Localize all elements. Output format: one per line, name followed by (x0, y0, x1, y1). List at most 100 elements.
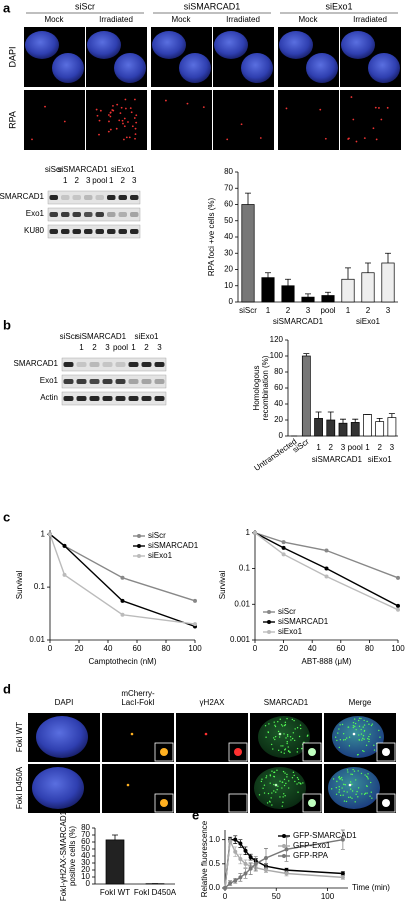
condition-label: Irradiated (99, 15, 133, 24)
speckle (286, 776, 288, 778)
error-bar (325, 291, 331, 296)
legend-label: GFP-RPA (293, 851, 329, 860)
speckle (360, 733, 363, 735)
blot-band (130, 212, 139, 217)
blot-band (154, 396, 165, 401)
point (284, 871, 289, 876)
x-tick-label: 2 (286, 306, 291, 315)
x-tick-label: 80 (162, 644, 171, 653)
y-tick-label: 30 (224, 248, 233, 257)
speckle (371, 723, 374, 725)
focus (226, 138, 229, 141)
point (228, 839, 233, 844)
speckle (347, 771, 349, 773)
blot-band (115, 362, 126, 367)
x-axis-label: Time (min) (352, 883, 390, 892)
speckle (379, 736, 381, 738)
speckle (282, 770, 285, 773)
y-tick-label: 1 (41, 529, 46, 538)
focus (96, 114, 99, 117)
focus (131, 125, 134, 128)
legend-marker (267, 620, 271, 624)
speckle (273, 721, 275, 723)
y-tick-label: 20 (224, 265, 233, 274)
speckle (280, 724, 283, 726)
blot-band (61, 195, 70, 200)
point (396, 603, 400, 608)
speckle (346, 791, 348, 793)
speckle (277, 785, 279, 787)
error-bar (352, 418, 359, 423)
y-tick-label: 120 (270, 335, 284, 344)
nucleus (341, 31, 375, 59)
y-tick-label: 50 (224, 216, 233, 225)
speckle (358, 734, 360, 736)
column-label: SMARCAD1 (264, 698, 309, 707)
inset-spot (234, 748, 242, 756)
speckle (369, 795, 371, 797)
y-tick-label: 100 (270, 351, 284, 360)
row-label: FokI D450A (15, 766, 24, 809)
speckle (293, 719, 295, 722)
focus (120, 106, 123, 109)
focus (324, 137, 327, 140)
blot-band (63, 362, 74, 367)
speckle (293, 739, 296, 742)
x-tick-label: FokI WT (100, 888, 130, 897)
point (243, 871, 248, 876)
speckle (298, 735, 301, 738)
point (223, 886, 227, 890)
blot-row-label: SMARCAD1 (14, 359, 59, 368)
speckle (358, 725, 361, 728)
speckle (265, 736, 267, 738)
speckle (339, 778, 341, 780)
speckle (277, 721, 279, 723)
x-tick-label: 20 (75, 644, 84, 653)
blot-band (72, 229, 81, 234)
speckle (339, 738, 342, 741)
x-tick-label: 40 (104, 644, 113, 653)
speckle (363, 724, 366, 726)
speckle (296, 747, 299, 750)
bar (363, 414, 372, 437)
blot-band (61, 212, 70, 217)
error-bar (327, 411, 334, 420)
speckle (291, 718, 294, 721)
bar (314, 418, 323, 437)
speckle (273, 790, 275, 792)
focus (165, 99, 167, 102)
error-bar (345, 267, 351, 280)
speckle (364, 774, 366, 776)
lane-label: 1 (109, 176, 114, 185)
blot-band (84, 229, 93, 234)
lane-label: 2 (92, 343, 97, 352)
blot-band (118, 195, 127, 200)
speckle (360, 772, 363, 775)
speckle (289, 751, 291, 753)
focus (386, 106, 389, 109)
bar (105, 839, 125, 885)
inset (228, 793, 248, 813)
y-tick-label: 80 (224, 167, 233, 176)
speckle (338, 775, 341, 778)
point (324, 574, 329, 579)
legend-marker (282, 854, 286, 858)
nucleus (241, 53, 273, 83)
speckle (353, 770, 356, 772)
speckle (342, 733, 345, 735)
series-line (224, 838, 343, 889)
speckle (287, 750, 290, 752)
bar (241, 204, 255, 303)
x-tick-label: 1 (266, 306, 271, 315)
speckle (341, 787, 343, 789)
speckle (339, 794, 342, 797)
group-label: siExo1 (325, 1, 352, 11)
blot-band (154, 362, 165, 367)
x-tick-label: 2 (366, 306, 371, 315)
blot-band (118, 229, 127, 234)
lane-label: 1 (131, 343, 136, 352)
blot-band (76, 396, 87, 401)
x-tick-label: 80 (365, 644, 374, 653)
error-bar (303, 353, 310, 356)
speckle (352, 721, 355, 724)
